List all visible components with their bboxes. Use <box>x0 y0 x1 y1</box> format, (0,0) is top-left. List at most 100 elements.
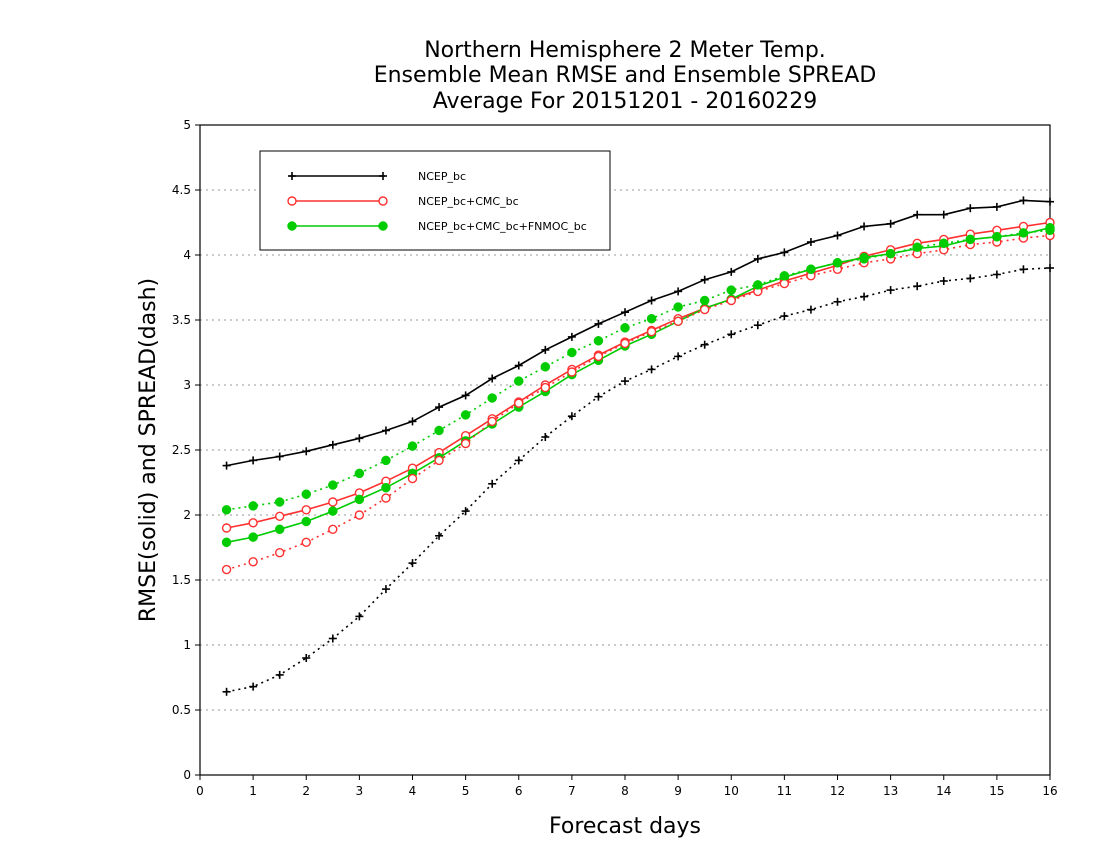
x-tick-label: 11 <box>777 784 792 798</box>
y-tick-label: 4 <box>183 248 191 262</box>
data-point <box>434 455 444 466</box>
data-point <box>966 274 975 283</box>
data-point <box>806 305 815 314</box>
data-point <box>646 327 657 337</box>
data-point <box>461 507 470 516</box>
grid-lines <box>200 189 1050 711</box>
data-point <box>727 330 736 339</box>
data-point <box>939 277 948 285</box>
x-tick-label: 4 <box>409 784 417 798</box>
data-point <box>593 336 604 346</box>
data-point <box>726 285 736 295</box>
data-point <box>488 479 497 488</box>
chart-title-line-1: Northern Hemisphere 2 Meter Temp. <box>424 38 826 63</box>
data-point <box>408 559 417 568</box>
data-point <box>221 564 232 575</box>
data-point <box>248 518 258 528</box>
data-point <box>992 202 1001 211</box>
data-point <box>726 295 736 306</box>
data-point <box>488 374 497 383</box>
data-point <box>487 416 497 427</box>
data-point <box>354 468 365 479</box>
data-point <box>992 270 1001 279</box>
data-point <box>460 410 471 420</box>
data-point <box>540 362 551 372</box>
data-point <box>1046 264 1054 272</box>
data-point <box>567 347 577 358</box>
y-tick-label: 3 <box>183 378 191 392</box>
data-point <box>1018 228 1029 238</box>
data-point <box>1046 197 1054 206</box>
legend-label: NCEP_bc+CMC_bc <box>418 195 519 208</box>
data-point <box>328 440 337 449</box>
x-axis-label: Forecast days <box>549 814 701 839</box>
legend-marker-left <box>288 172 296 180</box>
x-tick-label: 6 <box>515 784 523 798</box>
data-point <box>222 461 231 470</box>
data-point <box>487 393 497 403</box>
data-point <box>221 537 232 548</box>
data-point <box>301 505 311 515</box>
data-point <box>699 295 710 306</box>
data-point <box>354 494 365 505</box>
data-point <box>673 302 683 312</box>
data-point <box>249 456 258 465</box>
data-point <box>301 489 311 499</box>
series-lines <box>221 196 1055 696</box>
x-tick-label: 9 <box>674 784 682 798</box>
data-point <box>594 392 603 401</box>
y-tick-label: 3.5 <box>172 313 191 327</box>
data-point <box>221 523 232 533</box>
data-point <box>859 254 869 264</box>
data-point <box>753 321 762 330</box>
data-point <box>275 670 284 679</box>
data-point <box>328 480 338 490</box>
data-point <box>886 286 895 295</box>
data-point <box>620 338 630 349</box>
spread-line-5 <box>226 229 1051 511</box>
axes: 00.511.522.533.544.550 1 2 3 4 5 6 7 8 9 10 11 12 13 1… <box>172 118 1058 798</box>
y-tick-label: 2.5 <box>172 443 191 457</box>
data-point <box>275 452 284 461</box>
data-point <box>248 532 258 542</box>
data-point <box>381 426 390 435</box>
data-point <box>700 275 709 284</box>
data-point <box>621 308 629 317</box>
data-point <box>674 352 683 361</box>
x-tick-label: 1 <box>249 784 257 798</box>
data-point <box>912 242 922 252</box>
data-point <box>806 238 815 246</box>
x-tick-label: 16 <box>1042 784 1057 798</box>
data-point <box>620 323 630 333</box>
data-point <box>355 434 364 443</box>
legend: NCEP_bc NCEP_bc+CMC_bc NCEP_bc+CMC_bc+FNMO… <box>259 150 611 251</box>
x-tick-label: 7 <box>568 784 576 798</box>
data-point <box>328 634 337 643</box>
data-point <box>1019 196 1028 205</box>
data-point <box>249 682 258 691</box>
x-tick-label: 12 <box>830 784 845 798</box>
data-point <box>832 258 843 268</box>
data-point <box>328 506 338 516</box>
y-tick-label: 0.5 <box>172 703 191 717</box>
data-point <box>514 398 524 408</box>
data-point <box>407 473 418 484</box>
data-point <box>514 456 523 465</box>
data-point <box>860 292 869 301</box>
data-point <box>434 425 444 436</box>
legend-marker-left <box>287 221 297 231</box>
data-point <box>674 287 683 296</box>
x-tick-label: 5 <box>462 784 470 798</box>
data-point <box>274 524 285 535</box>
chart-title-line-2: Ensemble Mean RMSE and Ensemble SPREAD <box>373 63 877 88</box>
data-point <box>221 505 232 515</box>
data-point <box>753 280 763 290</box>
data-point <box>435 531 444 540</box>
data-point <box>965 234 976 245</box>
data-point <box>301 516 311 527</box>
data-point <box>621 377 629 386</box>
y-tick-label: 0 <box>183 768 191 782</box>
data-point <box>435 403 444 412</box>
data-point <box>355 612 364 621</box>
